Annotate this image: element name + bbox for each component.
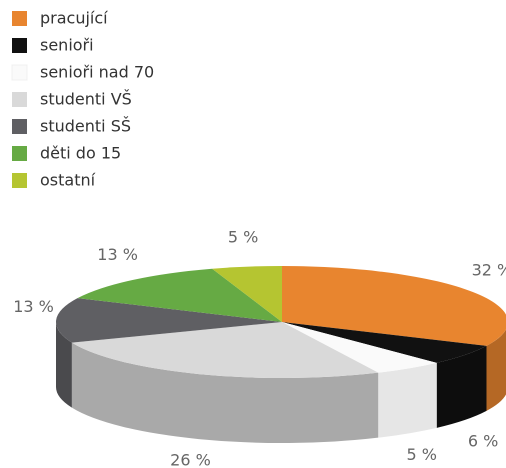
slice-side bbox=[378, 362, 437, 438]
data-label: 5 % bbox=[406, 445, 436, 464]
data-label: 5 % bbox=[228, 228, 258, 247]
legend-label: senioři nad 70 bbox=[40, 63, 154, 82]
slice-side bbox=[486, 329, 506, 411]
slice bbox=[71, 322, 379, 378]
legend-label: ostatní bbox=[40, 171, 96, 190]
legend-label: studenti SŠ bbox=[40, 117, 131, 136]
legend-swatch bbox=[12, 92, 27, 107]
slice-side bbox=[436, 345, 487, 428]
data-label: 13 % bbox=[97, 245, 138, 264]
data-label: 6 % bbox=[468, 431, 498, 450]
legend-swatch bbox=[12, 119, 27, 134]
legend-label: studenti VŠ bbox=[40, 90, 132, 109]
legend-label: děti do 15 bbox=[40, 144, 121, 163]
legend-label: senioři bbox=[40, 36, 94, 55]
slice bbox=[282, 322, 437, 373]
legend-swatch bbox=[12, 173, 27, 188]
slice-side bbox=[56, 322, 72, 408]
slice bbox=[212, 266, 282, 322]
slice bbox=[56, 298, 282, 343]
data-label: 13 % bbox=[13, 297, 54, 316]
legend-swatch bbox=[12, 11, 27, 26]
data-label: 26 % bbox=[170, 451, 211, 468]
slice bbox=[282, 266, 506, 346]
slice-side bbox=[71, 342, 379, 444]
legend-swatch bbox=[12, 38, 27, 53]
slice bbox=[282, 322, 487, 363]
legend-label: pracující bbox=[40, 9, 108, 28]
data-label: 32 % bbox=[472, 260, 506, 279]
legend-swatch bbox=[11, 64, 28, 81]
legend-swatch bbox=[12, 146, 27, 161]
slice bbox=[77, 268, 282, 322]
